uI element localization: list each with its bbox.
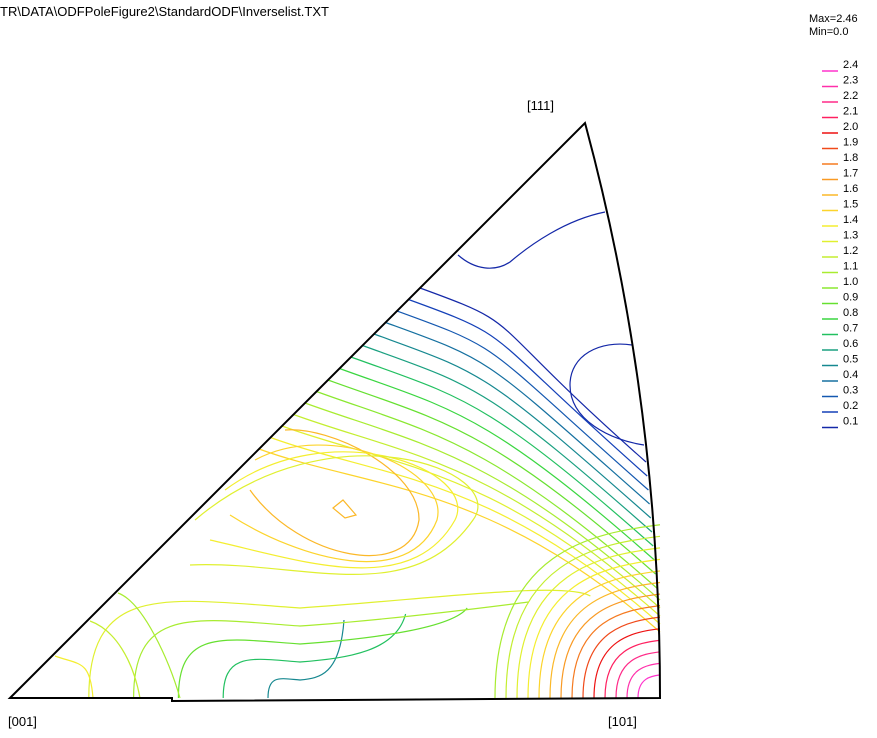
legend-label: 1.4 bbox=[843, 214, 858, 226]
contour-line bbox=[385, 321, 650, 505]
legend-label: 1.1 bbox=[843, 261, 858, 273]
legend-label: 1.0 bbox=[843, 276, 858, 288]
legend-label: 0.4 bbox=[843, 369, 858, 381]
contour-line bbox=[209, 451, 459, 569]
contour-line bbox=[527, 558, 661, 699]
contour-line bbox=[249, 429, 420, 557]
contour-line bbox=[637, 674, 661, 699]
contour-line bbox=[505, 535, 661, 699]
min-label: Min=0.0 bbox=[809, 26, 848, 38]
contours bbox=[54, 211, 661, 699]
legend-label: 1.9 bbox=[843, 137, 858, 149]
contour-line bbox=[270, 436, 661, 625]
legend-label: 2.1 bbox=[843, 106, 858, 118]
contour-line bbox=[549, 581, 661, 699]
triangle-outline bbox=[7, 121, 662, 703]
contour-line bbox=[604, 639, 661, 699]
legend-label: 2.2 bbox=[843, 90, 858, 102]
legend-label: 2.4 bbox=[843, 59, 858, 71]
contour-line bbox=[316, 390, 658, 589]
contour-line bbox=[304, 402, 661, 601]
legend-label: 0.5 bbox=[843, 354, 858, 366]
legend-label: 0.1 bbox=[843, 416, 858, 428]
legend-label: 0.9 bbox=[843, 292, 858, 304]
legend-label: 0.3 bbox=[843, 385, 858, 397]
contour-line bbox=[339, 367, 655, 561]
contour-line bbox=[362, 344, 653, 533]
legend-label: 1.7 bbox=[843, 168, 858, 180]
contour-line bbox=[177, 607, 468, 699]
contour-line bbox=[189, 455, 479, 575]
contour-line bbox=[494, 524, 661, 699]
contour-line bbox=[350, 356, 654, 547]
corner-label: [111] bbox=[527, 98, 554, 113]
contour-line bbox=[615, 651, 661, 699]
contour-line bbox=[117, 592, 181, 699]
contour-line bbox=[626, 662, 661, 699]
legend-label: 1.8 bbox=[843, 152, 858, 164]
contour-line bbox=[133, 601, 529, 699]
contour-line bbox=[538, 570, 661, 699]
contour-line bbox=[560, 593, 661, 699]
legend-label: 2.3 bbox=[843, 75, 858, 87]
contour-line bbox=[293, 413, 661, 609]
contour-line bbox=[582, 616, 661, 699]
legend-label: 0.6 bbox=[843, 338, 858, 350]
contour-line bbox=[571, 605, 661, 699]
contour-line bbox=[419, 287, 647, 463]
contour-line bbox=[281, 425, 661, 617]
max-label: Max=2.46 bbox=[809, 13, 858, 25]
legend-label: 1.5 bbox=[843, 199, 858, 211]
legend-label: 2.0 bbox=[843, 121, 858, 133]
contour-line bbox=[373, 333, 652, 519]
legend-label: 1.6 bbox=[843, 183, 858, 195]
legend-label: 0.7 bbox=[843, 323, 858, 335]
contour-line bbox=[408, 298, 648, 477]
legend-label: 1.3 bbox=[843, 230, 858, 242]
corner-label: [001] bbox=[8, 714, 37, 729]
contour-line bbox=[267, 619, 345, 699]
contour-line bbox=[229, 444, 439, 563]
contour-line bbox=[89, 620, 141, 699]
legend-label: 1.2 bbox=[843, 245, 858, 257]
corner-label: [101] bbox=[608, 714, 637, 729]
contour-line bbox=[54, 655, 94, 699]
contour-line bbox=[396, 310, 649, 491]
legend-label: 0.2 bbox=[843, 400, 858, 412]
file-path: TR\DATA\ODFPoleFigure2\StandardODF\Inver… bbox=[0, 4, 329, 19]
contour-line bbox=[593, 628, 661, 699]
contour-line bbox=[569, 343, 645, 446]
contour-line bbox=[516, 547, 661, 699]
contour-line bbox=[332, 499, 358, 519]
contour-line bbox=[457, 211, 606, 269]
contour-line bbox=[222, 613, 407, 699]
contour-line bbox=[327, 379, 656, 575]
legend-label: 0.8 bbox=[843, 307, 858, 319]
contour-line bbox=[88, 589, 591, 699]
